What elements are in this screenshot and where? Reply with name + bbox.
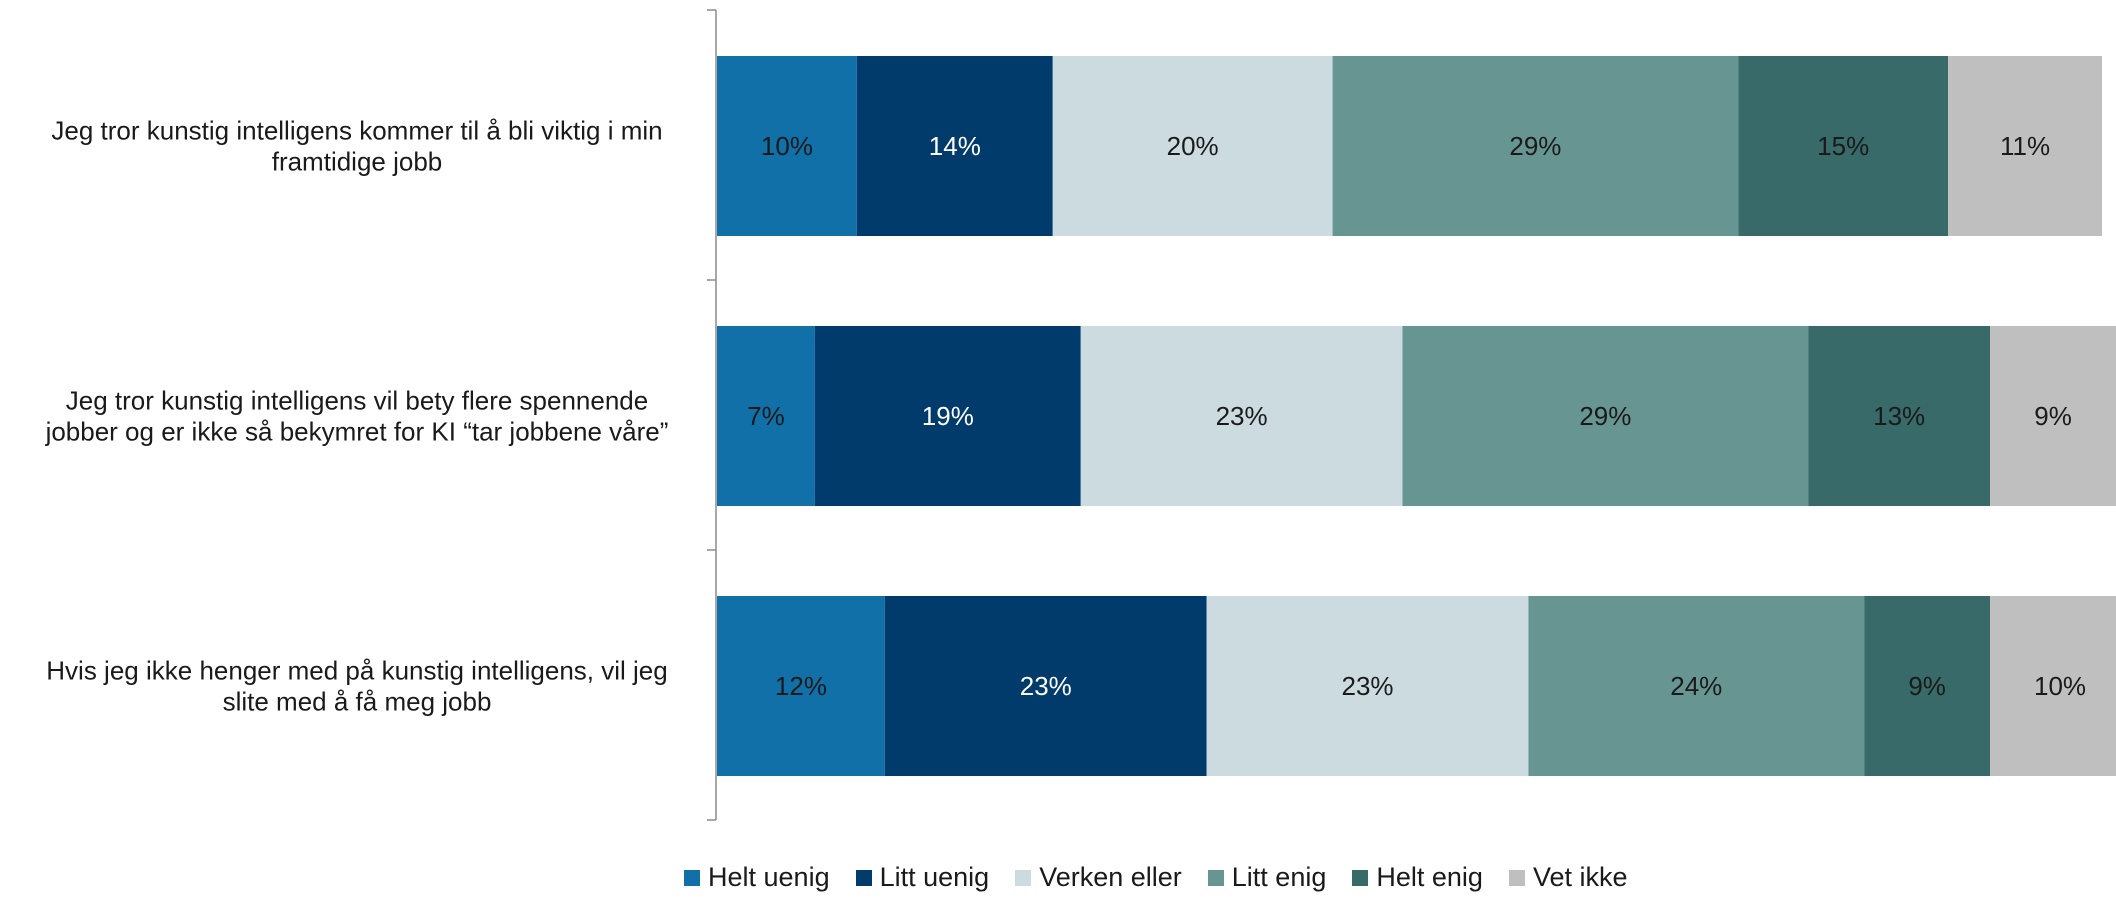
category-label-line: jobber og er ikke så bekymret for KI “ta… xyxy=(45,417,669,447)
data-label: 9% xyxy=(2034,401,2072,431)
bar-segment xyxy=(1080,326,1403,506)
category-label: Hvis jeg ikke henger med på kunstig inte… xyxy=(46,656,667,717)
bar-segment xyxy=(717,596,885,776)
bar-segment xyxy=(814,326,1081,506)
legend-label: Helt enig xyxy=(1376,862,1483,892)
legend-item: Litt uenig xyxy=(855,862,990,893)
data-label: 11% xyxy=(2000,131,2050,161)
data-label: 7% xyxy=(747,401,785,431)
data-label: 10% xyxy=(761,131,813,161)
category-label-line: Jeg tror kunstig intelligens kommer til … xyxy=(51,116,662,146)
bar-segment xyxy=(1402,326,1809,506)
legend-swatch xyxy=(1508,869,1525,886)
bar-segment xyxy=(1052,56,1333,236)
bar-segment xyxy=(884,596,1207,776)
legend-item: Litt enig xyxy=(1207,862,1327,893)
category-axis xyxy=(707,9,717,821)
data-label: 20% xyxy=(1167,131,1219,161)
category-label: Jeg tror kunstig intelligens vil bety fl… xyxy=(45,386,669,447)
legend-row: Helt uenig Litt uenig Verken eller Litt eni… xyxy=(684,862,1654,893)
legend-label: Litt enig xyxy=(1231,862,1327,892)
data-label: 19% xyxy=(922,401,974,431)
data-label: 10% xyxy=(2034,671,2086,701)
data-label: 15% xyxy=(1817,131,1869,161)
category-label: Jeg tror kunstig intelligens kommer til … xyxy=(51,116,662,177)
legend-label: Vet ikke xyxy=(1532,862,1628,892)
data-label: 9% xyxy=(1908,671,1946,701)
data-label: 13% xyxy=(1873,401,1925,431)
legend-item: Verken eller xyxy=(1015,862,1182,893)
data-label: 29% xyxy=(1509,131,1561,161)
stacked-bar-chart: 10% 14% 20% 29% 15% 11% 7% 19% 23% 29% 13% 9% 12% 23%… xyxy=(45,9,2116,821)
bar-segment xyxy=(1738,56,1949,236)
bar-segment xyxy=(1990,596,2116,776)
bar-segment xyxy=(1332,56,1739,236)
category-label-line: Hvis jeg ikke henger med på kunstig inte… xyxy=(46,656,667,686)
bar-segment xyxy=(856,56,1053,236)
data-label: 23% xyxy=(1020,671,1072,701)
bar-segment xyxy=(717,56,857,236)
legend-swatch xyxy=(1352,869,1369,886)
legend-label: Litt uenig xyxy=(879,862,990,892)
data-label: 12% xyxy=(775,671,827,701)
category-label-line: slite med å få meg jobb xyxy=(223,687,492,717)
bar-segment xyxy=(717,326,815,506)
bar-segment xyxy=(1528,596,1865,776)
bars: 10% 14% 20% 29% 15% 11% 7% 19% 23% 29% 13% 9% 12% 23%… xyxy=(717,56,2116,776)
legend-item: Vet ikke xyxy=(1508,862,1628,893)
data-label: 14% xyxy=(929,131,981,161)
data-label: 29% xyxy=(1579,401,1631,431)
bar-segment xyxy=(1206,596,1529,776)
legend-swatch xyxy=(1015,869,1032,886)
data-label: 24% xyxy=(1670,671,1722,701)
category-label-line: Jeg tror kunstig intelligens vil bety fl… xyxy=(66,386,648,416)
bar-segment xyxy=(1808,326,1991,506)
bar-segment xyxy=(1864,596,1991,776)
legend-label: Verken eller xyxy=(1039,862,1182,892)
legend-swatch xyxy=(684,869,700,886)
legend-item: Helt enig xyxy=(1352,862,1483,893)
category-labels: Jeg tror kunstig intelligens kommer til … xyxy=(45,116,669,717)
legend-swatch xyxy=(855,869,872,886)
legend-label: Helt uenig xyxy=(708,862,830,892)
bar-segment xyxy=(1948,56,2103,236)
legend-swatch xyxy=(1207,869,1224,886)
legend: Helt uenig Litt uenig Verken eller Litt eni… xyxy=(0,862,2116,900)
data-label: 23% xyxy=(1342,671,1394,701)
legend-item: Helt uenig xyxy=(684,862,830,893)
bar-segment xyxy=(1990,326,2116,506)
data-label: 23% xyxy=(1216,401,1268,431)
category-label-line: framtidige jobb xyxy=(272,147,443,177)
